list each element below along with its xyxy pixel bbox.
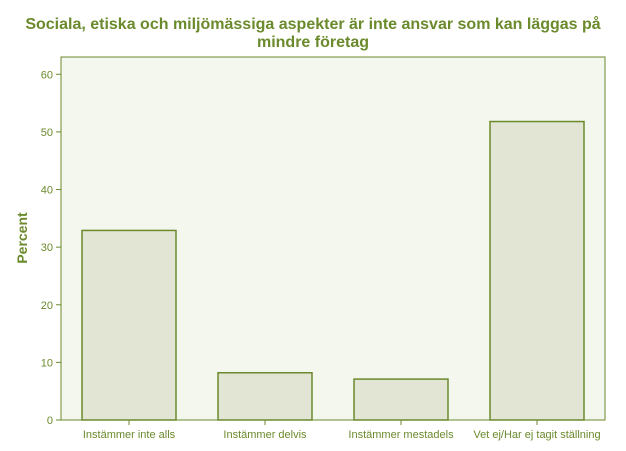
x-axis-categories: Instämmer inte alls Instämmer delvis Instä… [83, 420, 601, 441]
bar [489, 120, 585, 421]
bar [217, 372, 313, 421]
y-tick-label: 60 [41, 69, 53, 81]
y-tick-label: 10 [41, 357, 53, 369]
x-category-label: Vet ej/Har ej tagit ställning [473, 429, 600, 441]
x-category-label: Instämmer mestadels [348, 429, 454, 441]
bar [353, 378, 449, 421]
y-tick-label: 50 [41, 127, 53, 139]
bars-group [81, 120, 585, 421]
x-category-label: Instämmer inte alls [83, 429, 176, 441]
y-axis-ticks: 0 10 20 30 40 50 60 [41, 69, 61, 427]
y-axis-label: Percent [14, 212, 30, 264]
chart-title-line-1: Sociala, etiska och miljömässiga aspekte… [25, 15, 600, 33]
y-tick-label: 40 [41, 185, 53, 197]
bar [81, 229, 177, 421]
y-tick-label: 0 [47, 415, 53, 427]
chart-title-line-2: mindre företag [257, 34, 369, 51]
y-tick-label: 20 [41, 300, 53, 312]
x-category-label: Instämmer delvis [223, 429, 307, 441]
y-tick-label: 30 [41, 242, 53, 254]
